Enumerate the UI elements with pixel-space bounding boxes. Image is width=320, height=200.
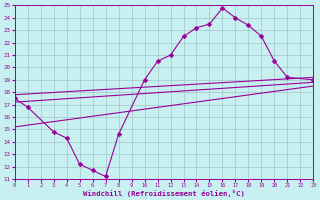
X-axis label: Windchill (Refroidissement éolien,°C): Windchill (Refroidissement éolien,°C)	[83, 190, 245, 197]
